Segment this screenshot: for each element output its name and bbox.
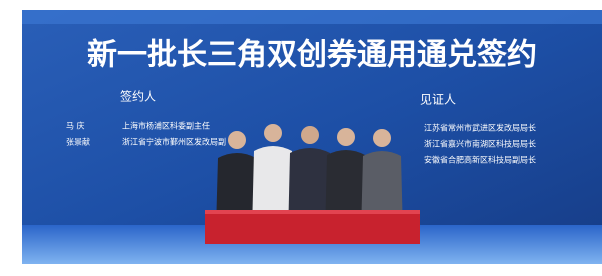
screen-title: 新一批长三角双创券通用通兑签约 [87,38,537,73]
witness-title: 浙江省嘉兴市南湖区科技局局长 [424,139,536,149]
signer-title: 上海市杨浦区科委副主任 [122,121,210,131]
signer-name: 马 庆 [66,121,85,131]
witness-title: 江苏省常州市武进区发改局局长 [424,123,536,133]
signers-heading: 签约人 [120,89,156,104]
signer-name: 张景献 [66,137,90,147]
witnesses-heading: 见证人 [420,93,456,107]
page: 新一批长三角双创券通用通兑签约 签约人 马 庆 上海市杨浦区科委副主任 张景献 … [0,0,602,276]
table-edge [205,210,420,214]
witness-title: 安徽省合肥高新区科技局副局长 [424,155,536,165]
screen-top-band [22,10,602,24]
photo: 新一批长三角双创券通用通兑签约 签约人 马 庆 上海市杨浦区科委副主任 张景献 … [0,0,602,276]
signing-table [205,210,420,244]
signer-title: 浙江省宁波市鄞州区发改局副 [122,137,226,147]
